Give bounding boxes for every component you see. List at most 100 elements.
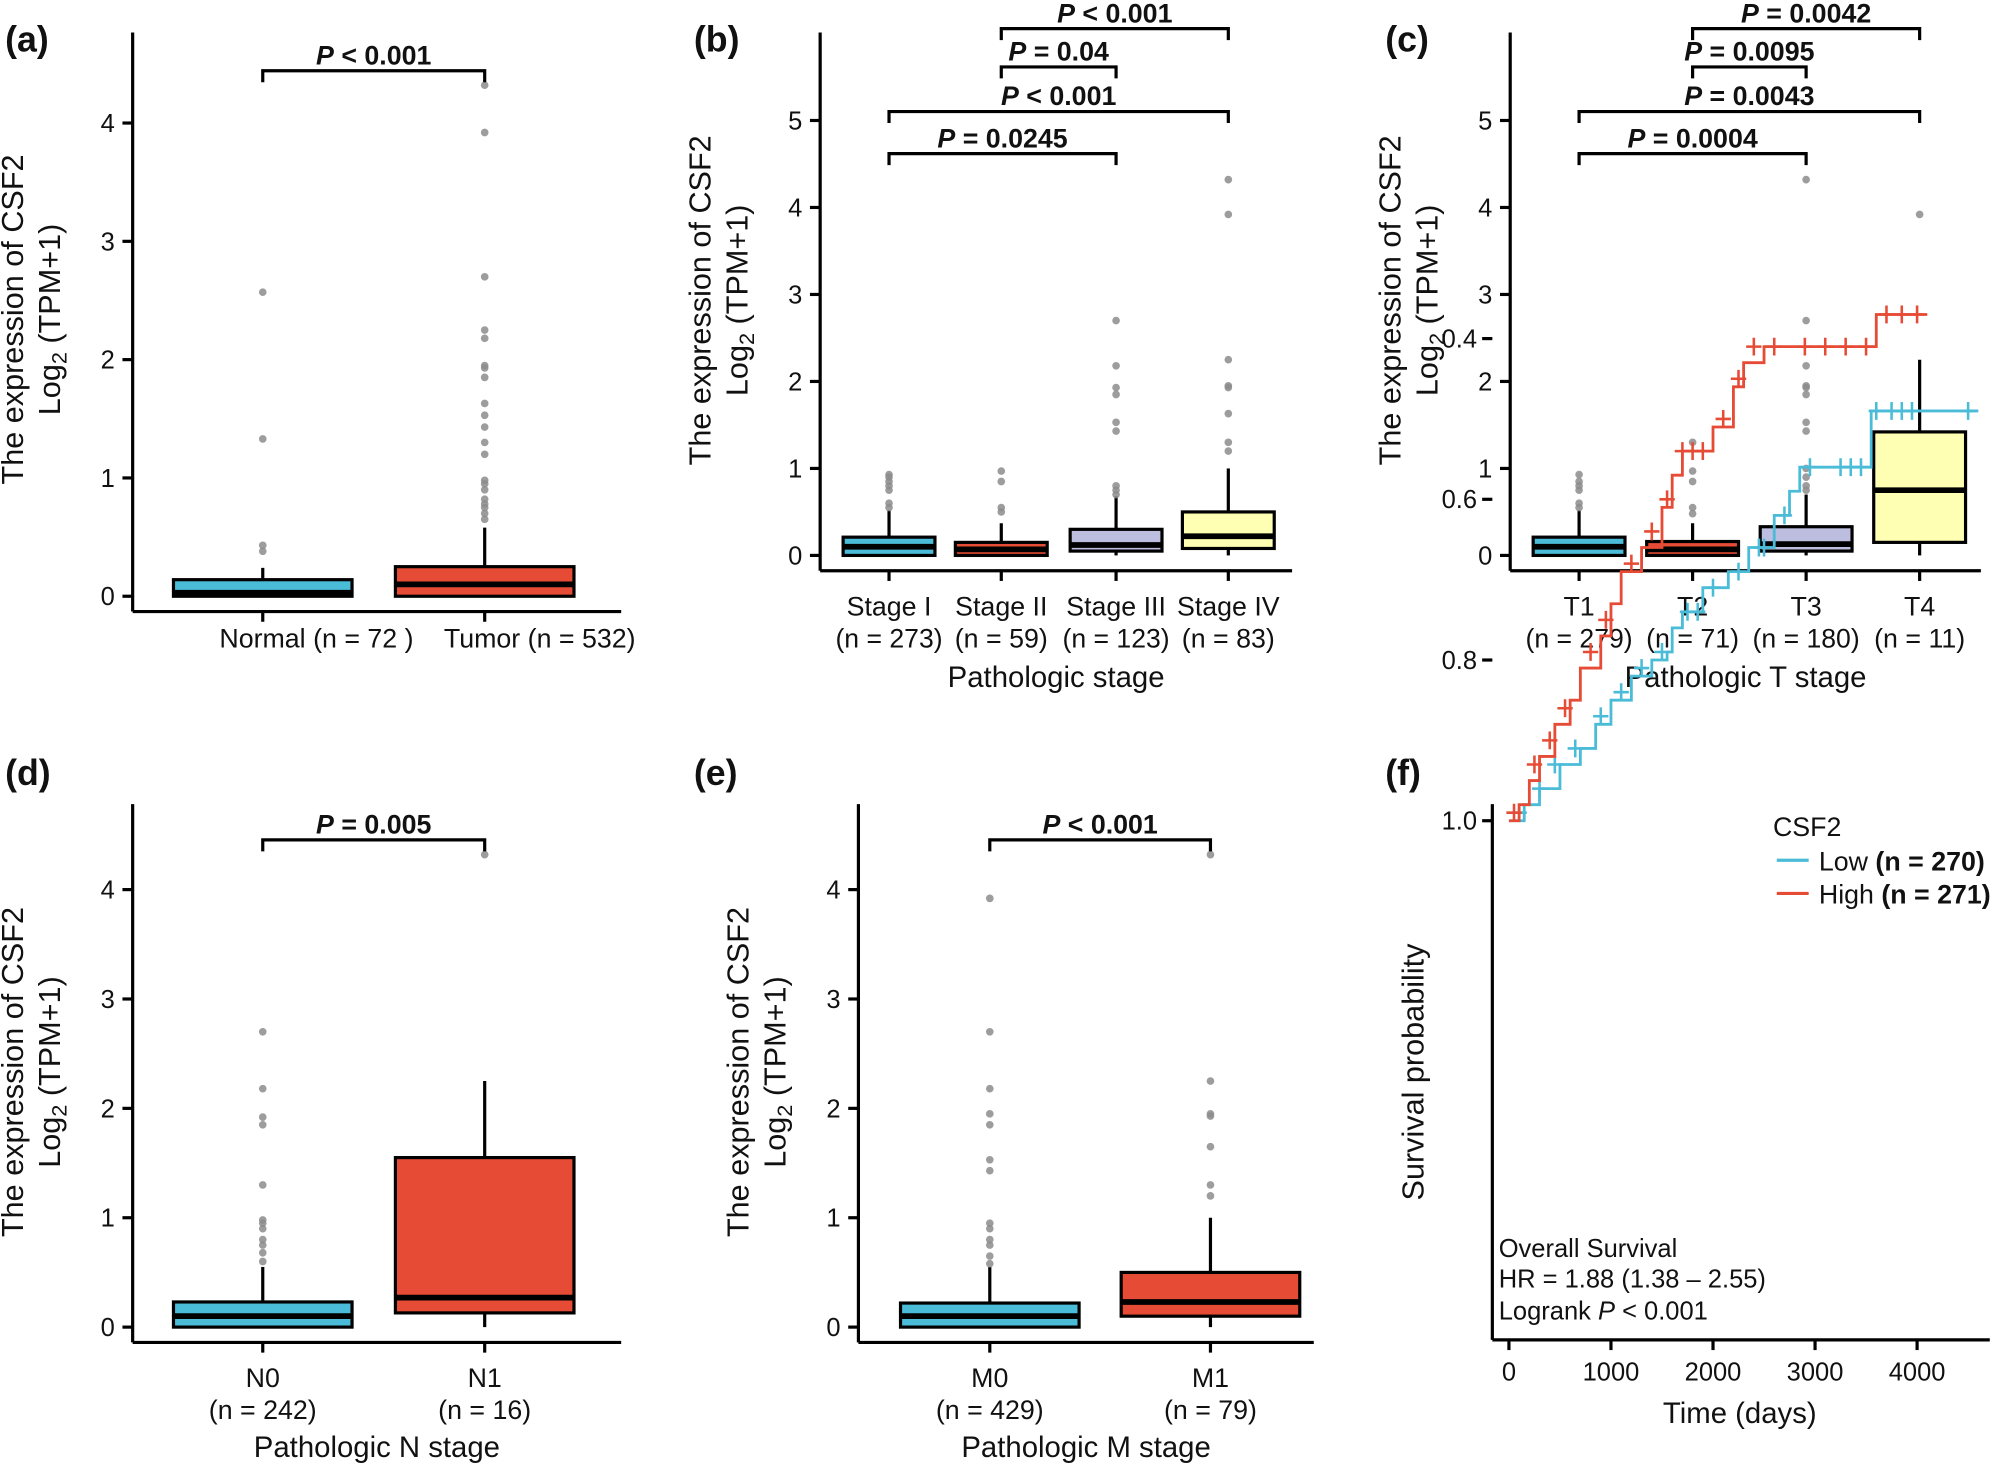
y-axis-label-line1: The expression of CSF2 [683,135,717,465]
x-category-n: (n = 273) [835,623,942,653]
y-axis-label-line2: Log2 (TPM+1) [1411,205,1449,397]
outlier-point [985,1084,994,1093]
y-tick-label: 0 [101,583,115,611]
outlier-point [985,1219,994,1228]
outlier-point [1224,210,1233,219]
p-value: < 0.001 [1615,1297,1708,1325]
outlier-point [480,476,489,485]
censor-mark [1802,458,1818,477]
outlier-point [1688,509,1697,518]
annotation-hr: HR = 1.88 (1.38 – 2.55) [1499,1266,1766,1294]
censor-mark [1904,401,1920,420]
y-tick-label: 2 [1478,368,1492,396]
x-category-label: T4 [1904,591,1935,621]
x-category-label: N0 [246,1363,280,1393]
outlier-point [258,547,267,556]
y-axis-label-line2: Log2 (TPM+1) [33,976,71,1168]
outlier-point [1112,361,1120,370]
outlier-point [258,1224,267,1233]
outlier-point [1206,1142,1215,1151]
outlier-point [1688,477,1697,486]
y-tick-label: 1 [1478,455,1492,483]
logrank-label: Logrank [1499,1297,1598,1325]
y-tick-label: 2 [788,368,802,396]
significance-bracket: P = 0.005 [261,809,487,852]
outlier-point [1802,418,1810,427]
y-axis-title: Survival probability [1396,943,1430,1201]
censor-mark [1730,369,1747,388]
outlier-point [985,1235,994,1244]
y-axis-label-log: Log [33,364,67,415]
y-tick-label: 0 [788,542,802,570]
outlier-point [1112,482,1120,490]
outlier-point [480,450,489,459]
outlier-point [985,1252,994,1260]
outlier-point [1206,1192,1215,1200]
p-symbol: P [1741,0,1759,28]
censor-mark [1695,442,1711,461]
bracket-line [1691,27,1922,41]
panel-letter: (f) [1385,753,1421,793]
censor-mark [1858,337,1874,356]
outlier-point [985,1120,994,1129]
x-category-n: (n = 16) [438,1395,531,1425]
x-axis-title: Time (days) [1663,1397,1817,1430]
censor-mark [1557,699,1573,718]
p-value-label: P < 0.001 [1042,809,1157,839]
censor-mark [1878,305,1895,324]
outlier-point [258,1216,267,1224]
x-category-n: (n = 429) [936,1395,1044,1425]
significance-bracket: P < 0.001 [988,809,1213,852]
box-rect [1872,430,1968,544]
y-tick-label: 1.0 [1442,808,1477,836]
legend-n: (n = 271) [1881,880,1990,910]
censor-mark [1868,401,1884,420]
censor-mark [1838,337,1854,356]
outlier-point [1112,383,1120,392]
p-symbol: P [937,123,955,153]
significance-bracket: P = 0.0245 [887,123,1118,166]
y-axis-label-line2: Log2 (TPM+1) [33,224,71,416]
x-category-n: (n = 79) [1164,1395,1257,1425]
y-tick-label: 0.6 [1442,486,1477,514]
p-value-label: P = 0.0042 [1741,0,1871,28]
y-axis-label-subscript: 2 [772,1105,797,1117]
y-tick-label: 3 [826,986,840,1014]
outlier-point [885,499,893,508]
x-category-label: M1 [1192,1363,1229,1393]
x-tick-label: 4000 [1889,1359,1946,1387]
censor-mark [1593,707,1609,726]
category-n: (n = 532) [528,623,636,653]
significance-bracket: P < 0.001 [887,81,1230,124]
x-tick-label: 0 [1502,1359,1516,1387]
p-value: < 0.001 [1075,0,1173,28]
p-value-label: P = 0.005 [316,809,431,839]
box-t4 [1872,210,1968,581]
significance-bracket: P = 0.0095 [1684,37,1815,79]
panel-letter: (e) [694,753,738,793]
y-axis-label-line2: Log2 (TPM+1) [759,976,797,1168]
y-axis-label-subscript: 2 [1424,333,1449,345]
outlier-point [1206,1110,1215,1118]
p-symbol: P [1042,809,1060,839]
x-tick-label: 3000 [1787,1359,1844,1387]
y-tick-label: 3 [788,281,802,309]
censor-mark [1582,643,1599,661]
outlier-point [480,373,489,382]
y-tick-label: 3 [101,228,115,256]
p-symbol: P [1598,1297,1615,1325]
box-rect [1119,1270,1302,1318]
p-value: < 0.001 [1060,809,1158,839]
panel-letter: (b) [694,20,740,60]
annotation-logrank: Logrank P < 0.001 [1499,1297,1708,1325]
outlier-point [997,477,1006,486]
outlier-point [1802,427,1810,435]
p-value: = 0.04 [1026,37,1109,67]
outlier-point [1688,503,1697,512]
outlier-point [985,1166,994,1175]
y-tick-label: 2 [101,347,115,375]
box-rect [393,1155,576,1315]
